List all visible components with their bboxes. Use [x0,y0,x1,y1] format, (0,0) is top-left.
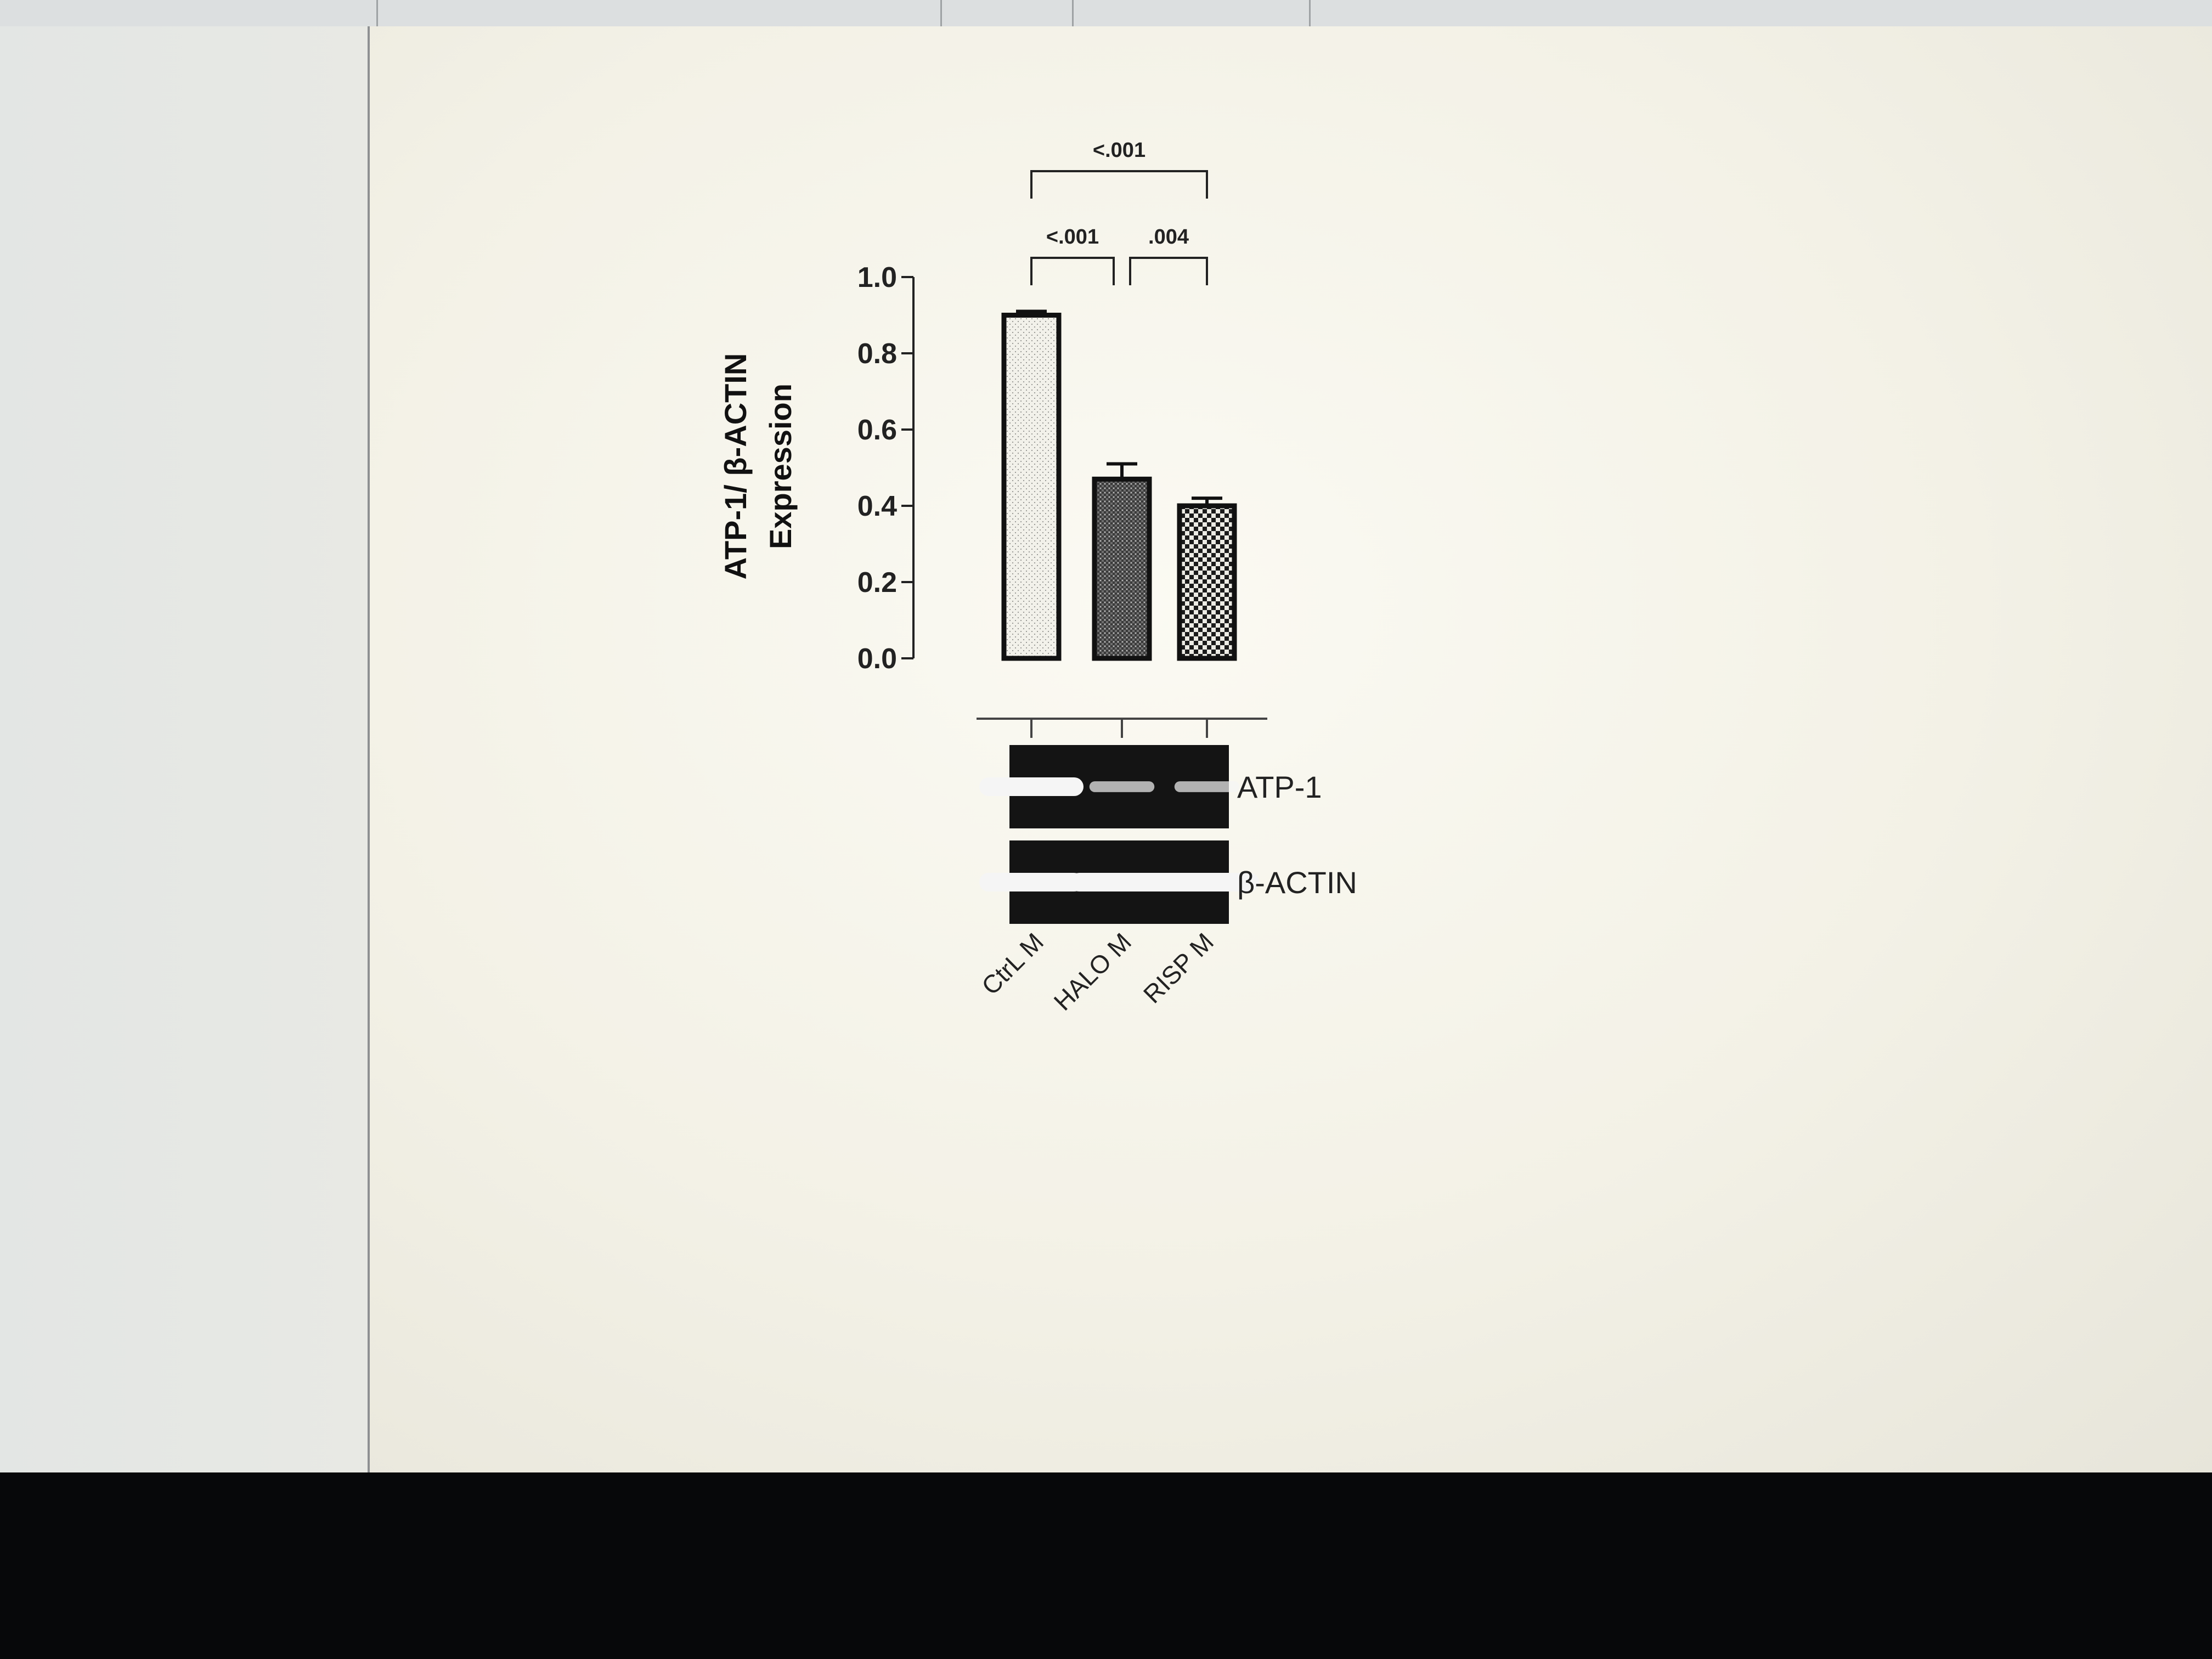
blot-row-label: β-ACTIN [1237,865,1357,900]
significance-bracket [1129,257,1208,285]
x-category-label: RISP M [1138,927,1219,1008]
document-margin [0,26,368,1472]
significance-bracket [1030,170,1208,199]
blot-row-label: ATP-1 [1237,770,1322,804]
significance-bracket [1030,257,1115,285]
blot-band [979,777,1084,796]
toolbar-tab[interactable] [940,0,1074,26]
y-tick-label: 0.8 [857,338,897,370]
bars [1001,309,1237,661]
y-tick-label: 0.6 [857,414,897,446]
y-tick-label: 0.2 [857,567,897,599]
significance-brackets: <.001 .004 <.001 [1030,139,1208,285]
x-category-label: CtrL M [976,927,1049,1000]
y-tick-label: 0.4 [857,490,897,522]
blot-band [1070,873,1174,891]
western-blot: ATP-1 β-ACTIN [977,718,1357,924]
y-tick-label: 0.0 [857,643,897,675]
bar-3 [1177,503,1237,661]
y-axis-title: ATP-1/ β-ACTIN Expression [718,353,798,580]
y-tick-label: 1.0 [857,262,897,294]
monitor-bezel [0,1472,2212,1659]
x-category-label: HALO M [1048,927,1137,1015]
p-value-label: <.001 [1093,139,1146,162]
y-axis: 0.0 0.2 0.4 0.6 0.8 1.0 [857,262,915,675]
toolbar-tab[interactable] [0,0,378,26]
blot-band [1155,873,1259,891]
bar-1 [1001,313,1062,661]
document-page [368,26,2212,1472]
blot-band [979,873,1084,891]
p-value-label: .004 [1148,225,1189,249]
blot-band [1089,781,1155,792]
bar-2 [1092,476,1152,661]
blot-band [1174,781,1240,792]
toolbar-tab[interactable] [1072,0,1311,26]
toolbar-tab[interactable] [376,0,942,26]
y-axis-title-line: Expression [763,383,798,549]
y-axis-title-line: ATP-1/ β-ACTIN [718,353,753,580]
p-value-label: <.001 [1046,225,1099,249]
